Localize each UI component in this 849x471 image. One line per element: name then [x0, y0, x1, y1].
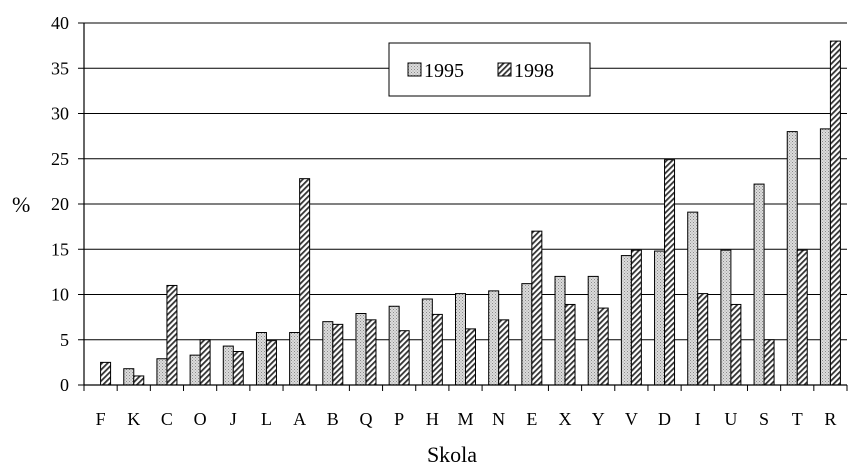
- bar-1995-Q: [355, 313, 367, 386]
- bar-1998-R: [829, 40, 841, 386]
- bar-1998-D: [664, 159, 676, 386]
- legend-label-1998: 1998: [514, 60, 554, 82]
- bar-1995-V: [620, 255, 632, 386]
- bar-1995-U: [720, 249, 732, 386]
- x-tick-label: D: [658, 409, 671, 429]
- y-tick-label: 15: [51, 239, 69, 259]
- bar-1995-L: [255, 332, 267, 386]
- bar-1998-J: [232, 351, 244, 386]
- x-tick-label: R: [824, 409, 836, 429]
- x-tick-label: O: [194, 409, 207, 429]
- bar-1995-J: [222, 345, 234, 386]
- y-tick-label: 5: [60, 330, 69, 350]
- x-tick-label: F: [96, 409, 106, 429]
- x-tick-label: N: [492, 409, 505, 429]
- y-tick-labels: 0 5 10 15 20 25 30 35 40: [51, 13, 84, 395]
- x-axis-title: Skola: [427, 442, 477, 467]
- legend-box: [388, 42, 591, 97]
- bar-1998-A: [299, 178, 311, 386]
- y-tick-label: 30: [51, 104, 69, 124]
- bar-1998-C: [166, 284, 178, 386]
- x-tick-label: M: [457, 409, 473, 429]
- bar-1998-F: [100, 361, 112, 386]
- bar-1995-Y: [587, 275, 599, 386]
- bar-1998-E: [531, 230, 543, 386]
- bar-1995-D: [654, 250, 666, 386]
- bar-1998-O: [199, 339, 211, 386]
- bar-1998-B: [332, 323, 344, 386]
- legend-label-1995: 1995: [424, 60, 464, 82]
- bar-1995-N: [488, 290, 500, 386]
- bar-1998-N: [498, 319, 510, 386]
- bar-1995-E: [521, 283, 533, 386]
- bar-1998-Y: [597, 307, 609, 386]
- bar-1995-R: [819, 128, 831, 386]
- bar-1998-H: [431, 313, 443, 386]
- bar-1998-M: [465, 328, 476, 386]
- bar-1998-I: [697, 293, 709, 386]
- x-tick-label: J: [230, 409, 237, 429]
- x-tick-label: P: [394, 409, 404, 429]
- x-tick-label: E: [526, 409, 537, 429]
- bar-1998-K: [133, 375, 145, 386]
- bar-1998-U: [730, 303, 742, 386]
- bar-1998-L: [265, 340, 277, 386]
- bar-1995-M: [455, 293, 466, 386]
- bar-1995-C: [156, 358, 168, 386]
- x-tick-label: Y: [592, 409, 605, 429]
- x-tick-label: H: [426, 409, 439, 429]
- bar-1995-O: [189, 354, 201, 386]
- x-tick-label: V: [625, 409, 638, 429]
- x-tick-label: L: [261, 409, 272, 429]
- bar-1995-K: [123, 368, 135, 386]
- bar-1998-T: [796, 249, 808, 386]
- bar-1995-H: [421, 298, 433, 386]
- legend: 1995 1998: [388, 42, 591, 97]
- y-tick-label: 0: [60, 375, 69, 395]
- bar-1995-P: [388, 305, 400, 386]
- x-tick-label: I: [695, 409, 701, 429]
- legend-swatch-1995: [407, 62, 422, 77]
- bar-1998-X: [564, 303, 576, 386]
- bar-1995-I: [687, 211, 699, 386]
- y-axis-title: %: [12, 192, 30, 217]
- y-tick-label: 10: [51, 285, 69, 305]
- x-tick-label: T: [792, 409, 803, 429]
- x-tick-label: B: [327, 409, 339, 429]
- y-tick-label: 25: [51, 149, 69, 169]
- bar-1995-T: [786, 131, 798, 386]
- y-tick-label: 40: [51, 13, 69, 33]
- y-tick-label: 35: [51, 58, 69, 78]
- x-tick-label: U: [724, 409, 737, 429]
- x-tick-label: A: [293, 409, 306, 429]
- bar-1995-S: [753, 183, 765, 386]
- x-tick-label: C: [161, 409, 173, 429]
- bar-1995-B: [322, 321, 334, 386]
- legend-swatch-1998: [497, 62, 512, 77]
- grid-lines: [84, 22, 847, 341]
- x-tick-label: K: [127, 409, 140, 429]
- bar-1995-A: [289, 332, 301, 386]
- bar-1998-S: [763, 339, 775, 386]
- bar-1998-V: [630, 249, 642, 386]
- x-tick-label: X: [559, 409, 572, 429]
- x-tick-label: Q: [359, 409, 372, 429]
- bar-1998-P: [398, 330, 410, 386]
- y-tick-label: 20: [51, 194, 69, 214]
- bar-1995-X: [554, 275, 566, 386]
- bar-1998-Q: [365, 319, 377, 386]
- x-tick-label: S: [759, 409, 769, 429]
